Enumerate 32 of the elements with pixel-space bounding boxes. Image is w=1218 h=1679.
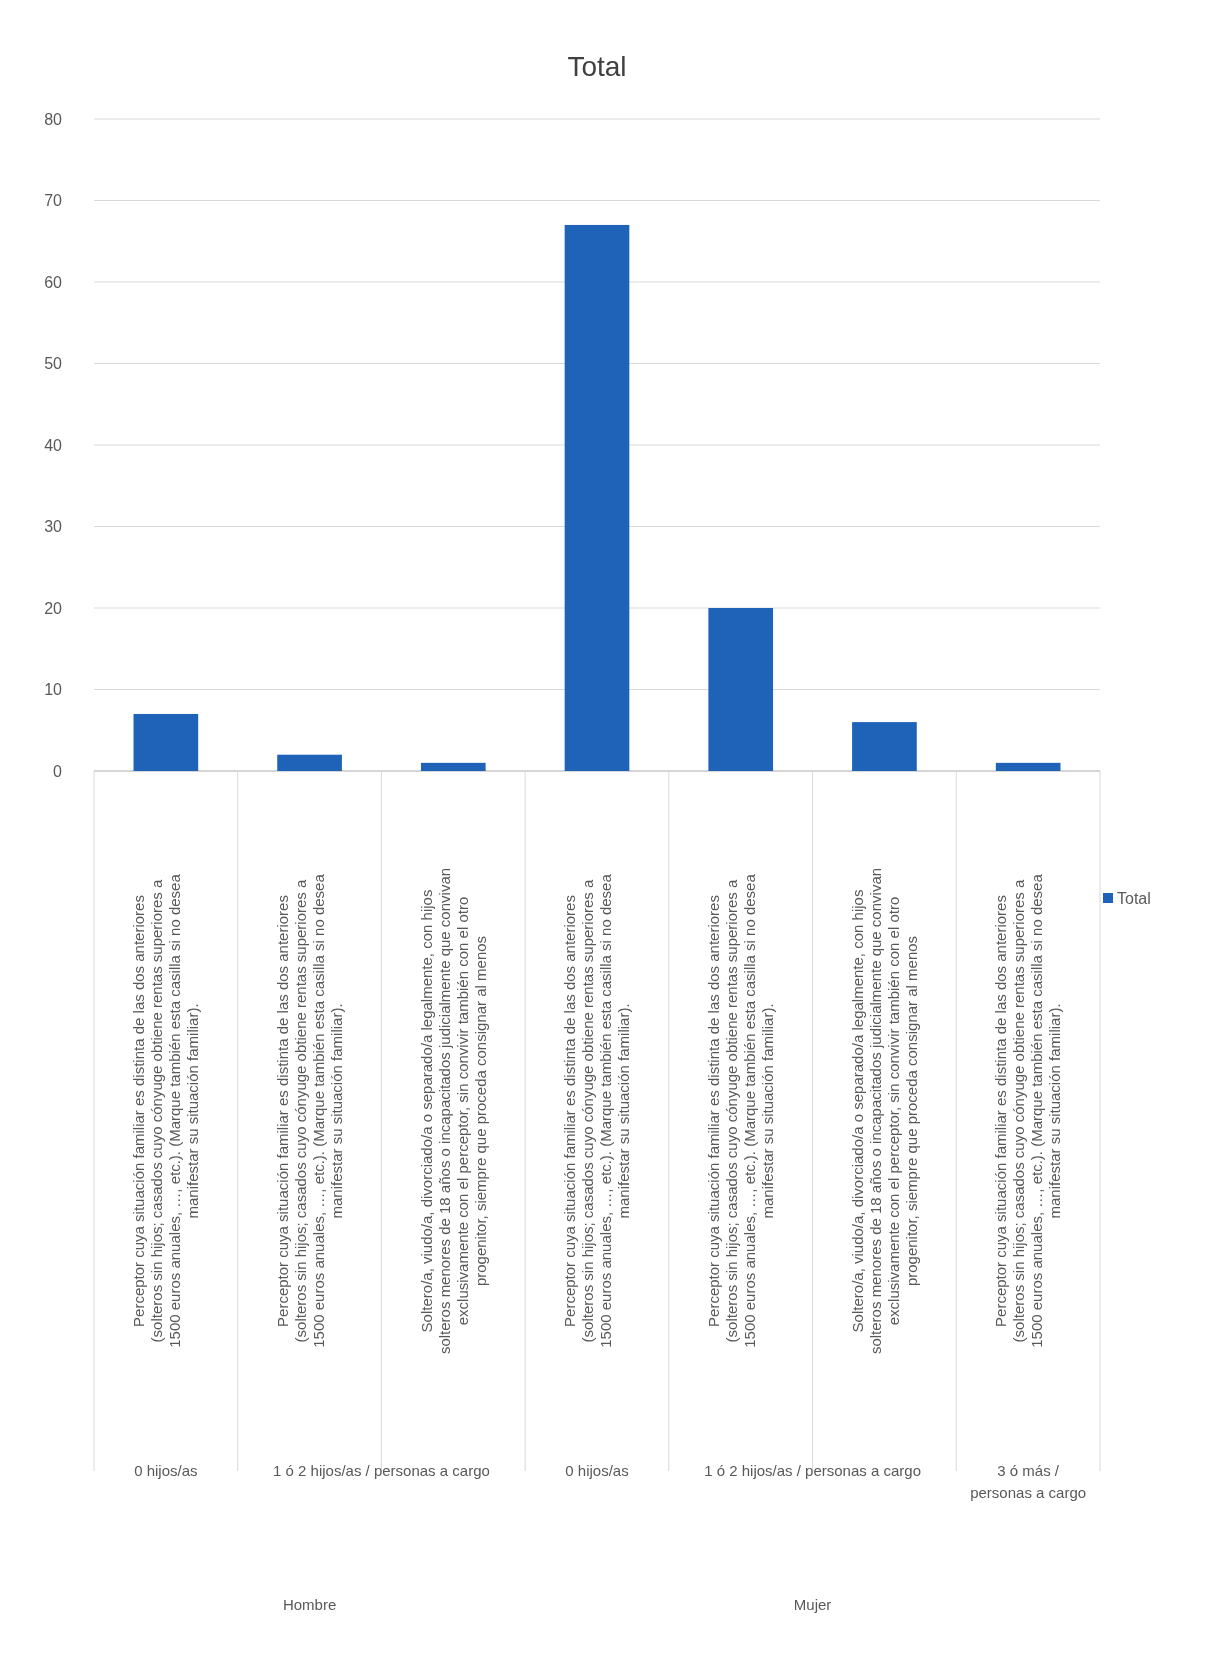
y-tick-label: 70 [44, 192, 63, 210]
x-tick-label: Soltero/a, viudo/a, divorciado/a o separado/a legalmente, con hijos solteros menores de 18 años o incapacitados judicialmente que convivan exclusivamente con el perceptor, sin convivir también con el otro progenitor, siempre que proceda consignar al menos [417, 867, 489, 1355]
y-tick-label: 60 [44, 273, 63, 291]
y-tick-label: 30 [44, 518, 63, 536]
bar [564, 224, 630, 771]
text: Mujer [793, 1596, 832, 1613]
text: 1 ó 2 hijos/as / personas a cargo [704, 1462, 921, 1479]
y-tick-label: 40 [44, 436, 63, 454]
y-tick-label: 20 [44, 599, 63, 617]
text: 0 hijos/as [565, 1462, 629, 1479]
bar [708, 608, 774, 771]
x-tick-label: Perceptor cuya situación familiar es distinta de las dos anteriores (solteros sin hijos; casados cuyo cónyuge obtiene rentas superiores a 1500 euros anuales, …, etc.). (Marque también esta casilla si no desea manifestar su situación familiar). [561, 873, 633, 1348]
text: 0 hijos/as [134, 1462, 198, 1479]
x-tick-label: Perceptor cuya situación familiar es distinta de las dos anteriores (solteros sin hijos; casados cuyo cónyuge obtiene rentas superiores a 1500 euros anuales, …, etc.). (Marque también esta casilla si no desea manifestar su situación familiar). [130, 873, 202, 1348]
x-tick-label: Perceptor cuya situación familiar es distinta de las dos anteriores (solteros sin hijos; casados cuyo cónyuge obtiene rentas superiores a 1500 euros anuales, …, etc.). (Marque también esta casilla si no desea manifestar su situación familiar). [704, 873, 776, 1348]
text: 3 ó más / personas a cargo [970, 1462, 1087, 1501]
bar [420, 762, 486, 771]
y-tick-label: 0 [53, 762, 63, 780]
bar [277, 754, 342, 771]
text: Hombre [282, 1596, 337, 1613]
chart-title: Total [567, 51, 627, 82]
x-tick-label: Soltero/a, viudo/a, divorciado/a o separado/a legalmente, con hijos solteros menores de 18 años o incapacitados judicialmente que convivan exclusivamente con el perceptor, sin convivir también con el otro progenitor, siempre que proceda consignar al menos [848, 867, 920, 1355]
text: 1 ó 2 hijos/as / personas a cargo [273, 1462, 490, 1479]
legend-label: Total [1117, 889, 1151, 907]
bar [852, 722, 917, 771]
y-tick-label: 50 [44, 355, 63, 373]
bar [133, 713, 199, 771]
x-tick-label: Perceptor cuya situación familiar es distinta de las dos anteriores (solteros sin hijos; casados cuyo cónyuge obtiene rentas superiores a 1500 euros anuales, …, etc.). (Marque también esta casilla si no desea manifestar su situación familiar). [992, 873, 1064, 1348]
x-tick-label: Perceptor cuya situación familiar es distinta de las dos anteriores (solteros sin hijos; casados cuyo cónyuge obtiene rentas superiores a 1500 euros anuales, …, etc.). (Marque también esta casilla si no desea manifestar su situación familiar). [273, 873, 345, 1348]
bar [995, 762, 1061, 771]
y-tick-label: 10 [44, 681, 63, 699]
y-tick-label: 80 [44, 110, 63, 128]
